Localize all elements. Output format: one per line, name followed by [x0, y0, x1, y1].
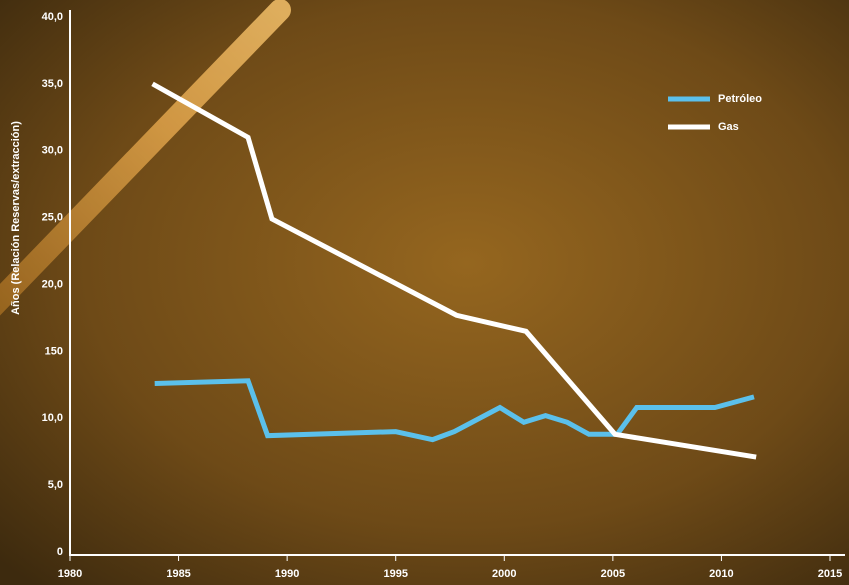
- y-tick-label: 25,0: [42, 212, 63, 224]
- background: [0, 0, 849, 585]
- page: {"chart_data": {"type": "line", "y_label…: [0, 0, 849, 585]
- legend-label: Petróleo: [718, 93, 762, 105]
- y-tick-label: 35,0: [42, 78, 63, 90]
- y-tick-label: 30,0: [42, 145, 63, 157]
- x-tick-label: 2000: [492, 568, 516, 580]
- x-tick-label: 1985: [166, 568, 190, 580]
- y-tick-label: 5,0: [48, 479, 63, 491]
- x-tick-label: 1995: [383, 568, 407, 580]
- y-tick-label: 10,0: [42, 412, 63, 424]
- x-tick-label: 2015: [818, 568, 842, 580]
- x-tick-label: 2010: [709, 568, 733, 580]
- y-tick-label: 0: [57, 546, 63, 558]
- y-tick-label: 150: [45, 345, 63, 357]
- x-tick-label: 1980: [58, 568, 82, 580]
- y-tick-label: 40,0: [42, 11, 63, 23]
- x-tick-label: 2005: [601, 568, 625, 580]
- chart: Años (Relación Reservas/extracción) 0 5,0…: [0, 0, 849, 585]
- x-tick-label: 1990: [275, 568, 299, 580]
- legend-label: Gas: [718, 121, 739, 133]
- y-axis-label: Años (Relación Reservas/extracción): [10, 121, 22, 315]
- y-tick-label: 20,0: [42, 278, 63, 290]
